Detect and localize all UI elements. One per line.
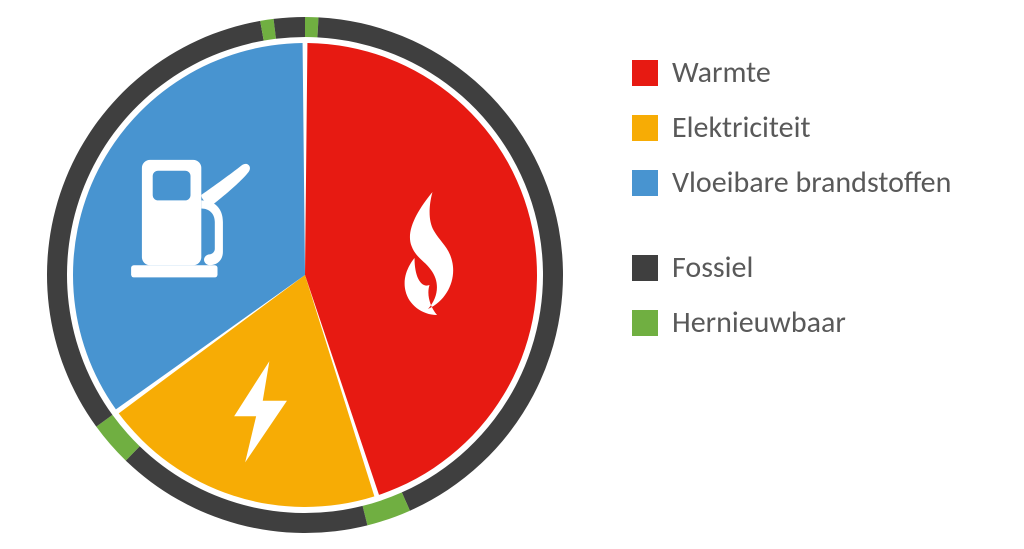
legend-label: Warmte [672, 54, 771, 91]
legend-item-elektriciteit: Elektriciteit [632, 109, 951, 146]
legend-label: Vloeibare brandstoffen [672, 164, 951, 201]
legend-swatch [632, 310, 658, 336]
legend-item-vloeibaar: Vloeibare brandstoffen [632, 164, 951, 201]
legend-item-fossiel: Fossiel [632, 249, 951, 286]
legend-swatch [632, 115, 658, 141]
ring-segment [305, 17, 319, 37]
legend-item-warmte: Warmte [632, 54, 951, 91]
legend-swatch [632, 255, 658, 281]
legend-item-hernieuwbaar: Hernieuwbaar [632, 304, 951, 341]
legend-swatch [632, 60, 658, 86]
legend-swatch [632, 170, 658, 196]
energy-pie-chart [40, 10, 570, 540]
legend-label: Hernieuwbaar [672, 304, 846, 341]
legend-label: Fossiel [672, 249, 753, 286]
legend: Warmte Elektriciteit Vloeibare brandstof… [632, 54, 951, 341]
legend-label: Elektriciteit [672, 109, 811, 146]
ring-segment [274, 17, 305, 39]
